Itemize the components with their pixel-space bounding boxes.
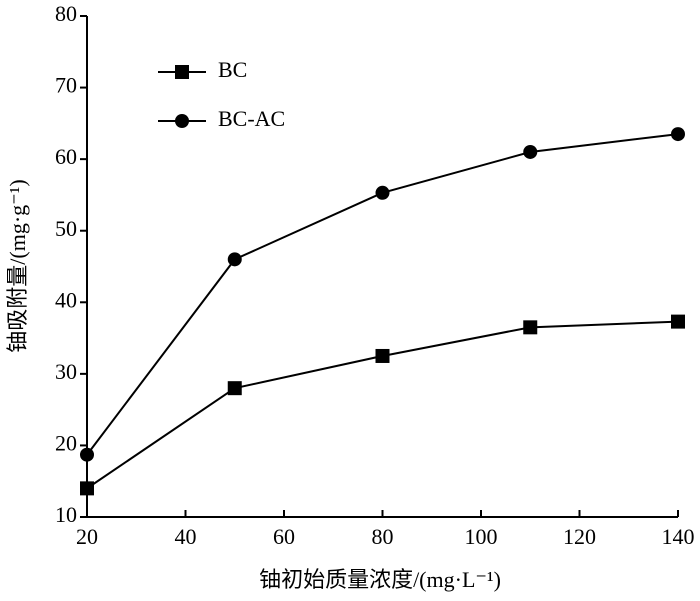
y-tick-label: 50 — [55, 216, 77, 241]
y-tick-label: 20 — [55, 430, 77, 455]
data-point — [375, 185, 390, 200]
y-tick-label: 30 — [55, 359, 77, 384]
x-tick-label: 80 — [372, 524, 394, 549]
y-tick-label: 40 — [55, 287, 77, 312]
data-point — [671, 314, 685, 329]
data-point — [523, 144, 538, 159]
x-axis-label: 铀初始质量浓度/(mg·L⁻¹) — [259, 567, 501, 592]
legend-marker — [175, 65, 189, 79]
y-tick-label: 70 — [55, 73, 77, 98]
x-tick-label: 20 — [76, 524, 98, 549]
data-point — [671, 127, 685, 142]
legend-label: BC-AC — [218, 106, 285, 131]
x-tick-label: 140 — [662, 524, 695, 549]
data-point — [80, 481, 94, 496]
y-tick-label: 80 — [55, 1, 77, 26]
x-tick-label: 100 — [465, 524, 498, 549]
y-axis-label: 铀吸附量/(mg·g⁻¹) — [5, 179, 30, 352]
y-tick-label: 60 — [55, 144, 77, 169]
series-line — [86, 133, 679, 456]
data-point — [227, 381, 242, 396]
legend-marker — [175, 114, 189, 128]
series-line — [86, 320, 679, 490]
data-point — [523, 320, 538, 335]
data-point — [227, 252, 242, 267]
data-point — [80, 447, 94, 462]
x-tick-label: 60 — [273, 524, 295, 549]
y-tick-label: 10 — [55, 502, 77, 527]
data-point — [375, 348, 390, 363]
x-tick-label: 40 — [175, 524, 197, 549]
x-tick-label: 120 — [563, 524, 596, 549]
legend-label: BC — [218, 57, 247, 82]
